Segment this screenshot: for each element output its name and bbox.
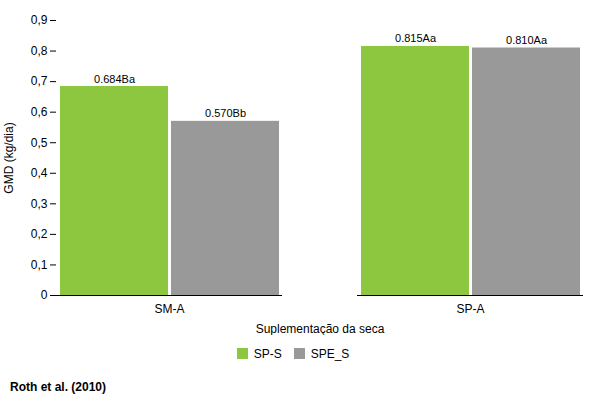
- svg-text:0,2: 0,2: [31, 227, 48, 241]
- svg-text:0.570Bb: 0.570Bb: [205, 107, 246, 119]
- svg-text:SP-A: SP-A: [456, 302, 484, 316]
- svg-text:GMD (kg/dia): GMD (kg/dia): [2, 122, 16, 193]
- svg-text:0,8: 0,8: [31, 44, 48, 58]
- html-text:Roth et al. (2010): Roth et al. (2010): [10, 380, 106, 394]
- svg-text:0.810Aa: 0.810Aa: [506, 34, 548, 46]
- html-text:SPE_S: SPE_S: [310, 346, 350, 361]
- svg-text:0,6: 0,6: [31, 105, 48, 119]
- svg-text:0.684Ba: 0.684Ba: [94, 73, 136, 85]
- svg-text:0,1: 0,1: [31, 258, 48, 272]
- svg-text:0,7: 0,7: [31, 74, 48, 88]
- svg-text:0,5: 0,5: [31, 136, 48, 150]
- svg-text:0.815Aa: 0.815Aa: [395, 32, 437, 44]
- svg-text:SM-A: SM-A: [155, 302, 185, 316]
- svg-text:Suplementação da seca: Suplementação da seca: [256, 322, 385, 336]
- svg-text:0: 0: [41, 288, 48, 302]
- svg-text:0,4: 0,4: [31, 166, 48, 180]
- svg-text:0,9: 0,9: [31, 13, 48, 27]
- svg-text:0,3: 0,3: [31, 197, 48, 211]
- html-text:SP-S: SP-S: [253, 346, 282, 361]
